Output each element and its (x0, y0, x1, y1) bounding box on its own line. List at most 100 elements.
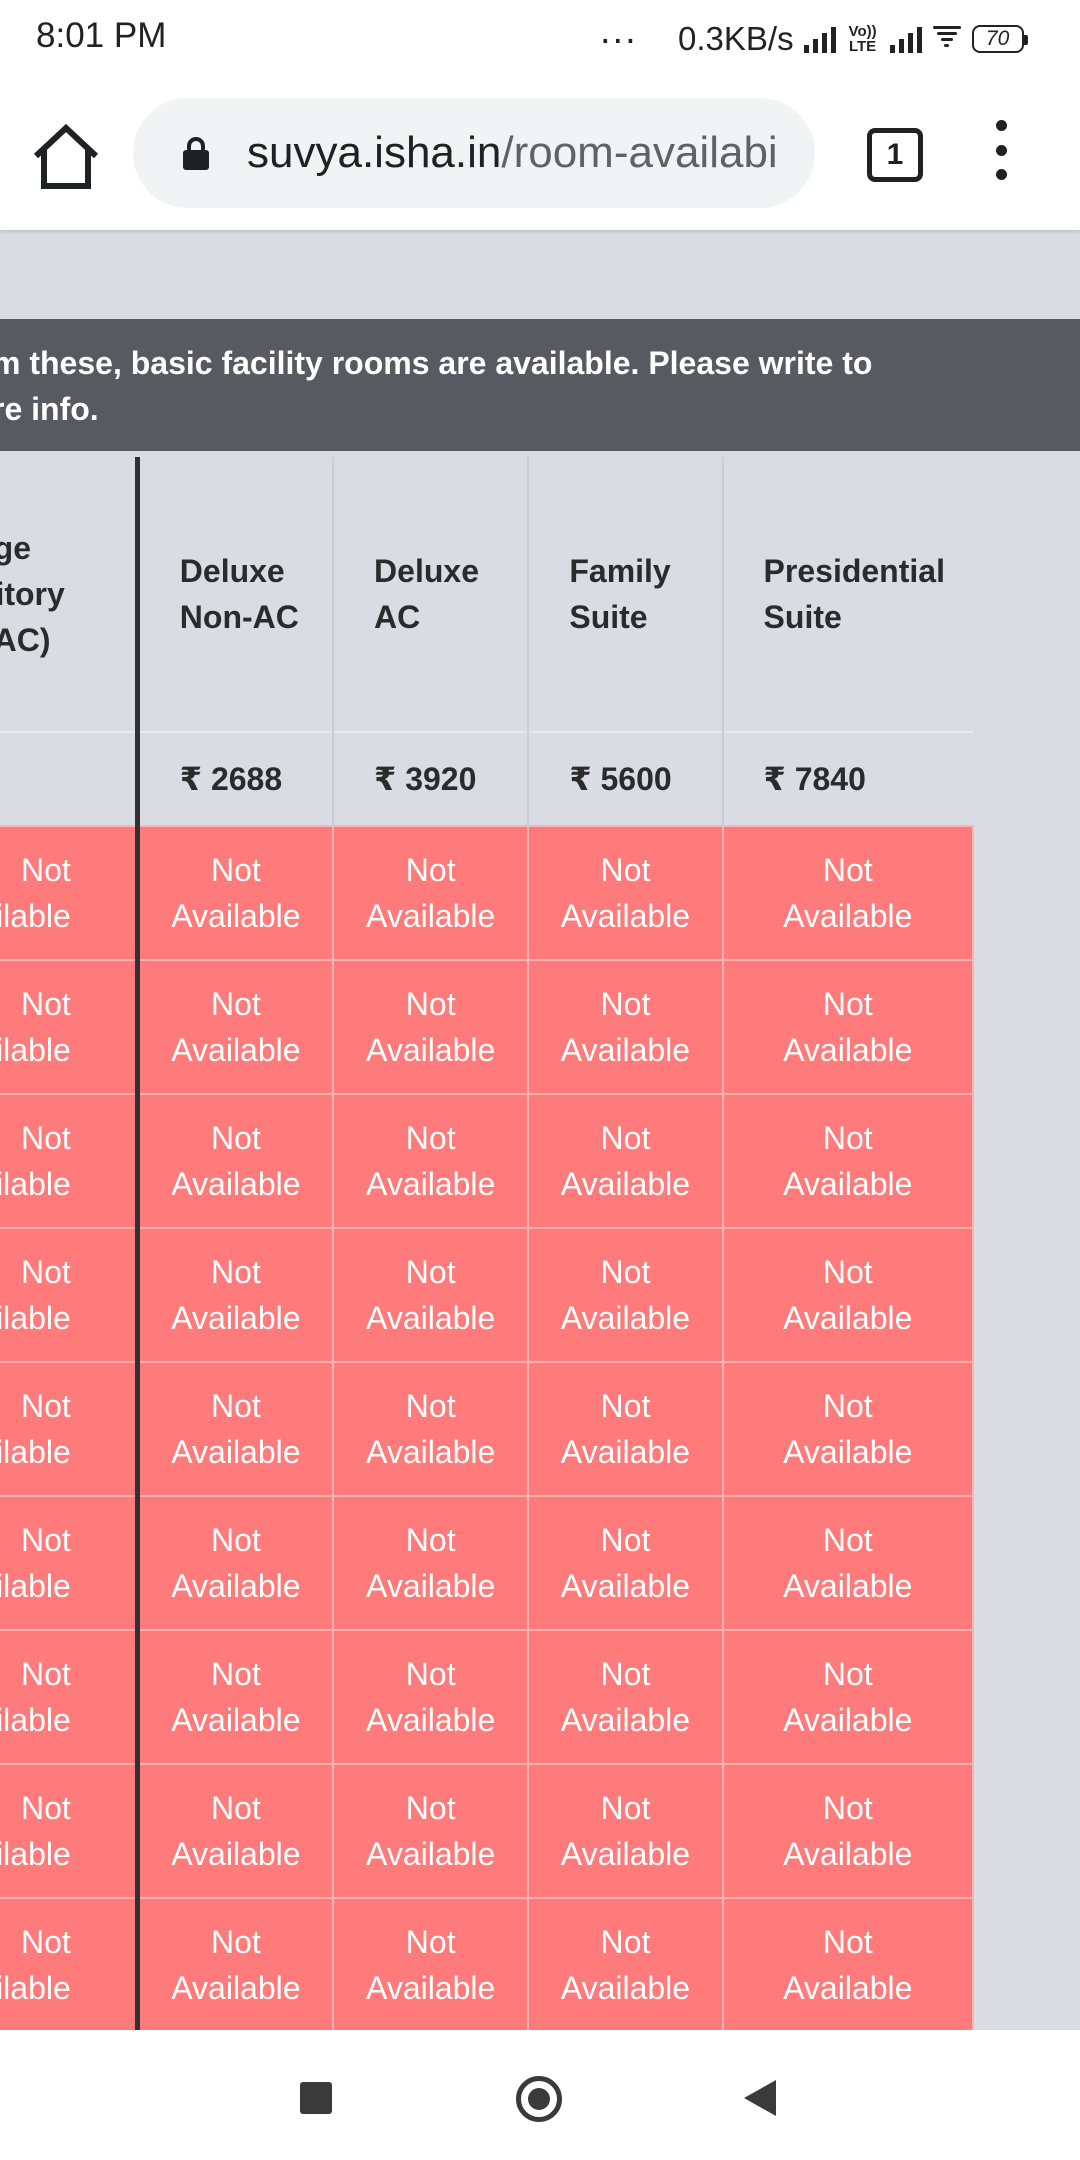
availability-text: Available (366, 1702, 496, 1738)
availability-text: Available (171, 1032, 301, 1068)
table-row: Not vailable Not Available Not Available Not Av… (0, 1361, 975, 1497)
availability-cell: Not vailable (0, 1897, 140, 2030)
price-cell: ₹ 2688 (137, 731, 335, 826)
availability-cell: Not Available (721, 1093, 975, 1229)
availability-text: Not (405, 1388, 456, 1424)
notification-dots: ... (600, 10, 638, 52)
availability-cell: Not Available (527, 1629, 724, 1765)
availability-text: Available (171, 1166, 301, 1202)
availability-text: Available (366, 1032, 496, 1068)
availability-text: Available (783, 1032, 913, 1068)
availability-cell: Not Available (136, 1361, 335, 1497)
home-circle-icon[interactable] (516, 2076, 562, 2122)
availability-text: Not (20, 986, 71, 1022)
column-header-line: Deluxe (374, 553, 479, 589)
availability-text: Available (560, 898, 691, 934)
availability-cell: Not Available (332, 1361, 530, 1497)
availability-text: Available (171, 1970, 301, 2006)
availability-cell: Not Available (527, 1495, 724, 1631)
availability-text: Not (211, 1656, 261, 1692)
availability-text: vailable (0, 1970, 71, 2006)
availability-text: Not (405, 1522, 456, 1558)
price-cell: ₹ 5600 (528, 731, 724, 826)
availability-text: Available (171, 898, 301, 934)
availability-cell: Not Available (136, 1093, 335, 1229)
table-row: Not vailable Not Available Not Available Not Av… (0, 959, 975, 1095)
address-bar[interactable]: suvya.isha.in/room-availabi (133, 98, 815, 208)
availability-text: vailable (0, 1032, 71, 1068)
tab-switcher-icon[interactable]: 1 (867, 128, 923, 182)
availability-text: Not (600, 1388, 651, 1424)
availability-text: Not (600, 1924, 651, 1960)
availability-cell: Not vailable (0, 1361, 140, 1497)
column-header-line: Ion-AC) (0, 622, 51, 658)
availability-text: Not (405, 1924, 456, 1960)
availability-text: Available (560, 1836, 691, 1872)
column-header-line: Presidential (763, 553, 945, 589)
url-path: /room-availabi (501, 128, 778, 177)
availability-cell: Not Available (527, 1227, 724, 1363)
availability-text: Not (822, 1790, 873, 1826)
availability-text: Not (211, 1120, 261, 1156)
availability-text: Not (600, 1656, 651, 1692)
table-row: Not vailable Not Available Not Available Not Av… (0, 1897, 975, 2030)
availability-cell: Not Available (721, 1361, 975, 1497)
availability-text: Not (20, 1254, 71, 1290)
recent-apps-icon[interactable] (300, 2082, 332, 2114)
availability-text: Not (20, 852, 71, 888)
availability-cell: Not vailable (0, 825, 140, 961)
availability-text: Not (600, 1790, 651, 1826)
table-row: Not vailable Not Available Not Available Not Av… (0, 1227, 975, 1363)
availability-text: Not (20, 1790, 71, 1826)
table-row: Not vailable Not Available Not Available Not Av… (0, 1629, 975, 1765)
availability-text: Not (822, 1120, 873, 1156)
availability-text: Not (20, 1522, 71, 1558)
availability-text: Not (600, 1120, 651, 1156)
availability-text: Available (560, 1702, 691, 1738)
availability-text: vailable (0, 898, 71, 934)
availability-cell: Not vailable (0, 1093, 140, 1229)
system-nav-bar (0, 2030, 1080, 2160)
column-header-line: Suite (569, 599, 648, 635)
room-availability-table: ottage ormitory Ion-AC) Deluxe Non-AC De… (0, 457, 975, 2030)
availability-cell: Not Available (721, 1227, 975, 1363)
price-cell: 476 (0, 731, 140, 826)
home-icon[interactable] (28, 122, 104, 192)
more-vert-icon[interactable] (986, 120, 1016, 180)
availability-text: Available (560, 1970, 691, 2006)
availability-text: vailable (0, 1300, 71, 1336)
column-header: Presidential Suite (722, 457, 973, 732)
signal-icon (803, 25, 836, 53)
availability-cell: Not Available (721, 959, 975, 1095)
column-header-line: Non-AC (179, 599, 299, 635)
availability-text: Available (560, 1300, 691, 1336)
availability-text: Not (405, 1120, 456, 1156)
price-cell: ₹ 7840 (722, 731, 973, 826)
availability-text: Not (600, 1522, 651, 1558)
availability-text: Available (783, 1434, 913, 1470)
availability-text: Not (600, 1254, 651, 1290)
column-header: Deluxe Non-AC (137, 457, 335, 732)
availability-text: Available (171, 1702, 301, 1738)
availability-cell: Not Available (721, 1763, 975, 1899)
column-header-line: Deluxe (179, 553, 285, 589)
availability-cell: Not Available (527, 959, 724, 1095)
availability-cell: Not Available (136, 1763, 335, 1899)
back-icon[interactable] (744, 2080, 776, 2116)
availability-text: Available (560, 1032, 691, 1068)
availability-text: Available (366, 1166, 496, 1202)
notice-banner: m these, basic facility rooms are availa… (0, 319, 1080, 451)
browser-toolbar: suvya.isha.in/room-availabi 1 (0, 78, 1080, 230)
availability-cell: Not Available (136, 825, 335, 961)
column-header-line: Suite (763, 599, 842, 635)
availability-cell: Not Available (527, 1093, 724, 1229)
availability-text: Not (822, 1924, 873, 1960)
status-indicators: 0.3KB/s Vo)) LTE 70 (678, 14, 1028, 64)
availability-text: Not (211, 1522, 261, 1558)
notice-line-1: m these, basic facility rooms are availa… (0, 345, 873, 381)
availability-cell: Not Available (136, 1495, 335, 1631)
availability-text: Not (20, 1924, 71, 1960)
availability-cell: Not Available (136, 1897, 335, 2030)
availability-text: Not (822, 1522, 873, 1558)
column-header-line: ottage (0, 530, 31, 566)
